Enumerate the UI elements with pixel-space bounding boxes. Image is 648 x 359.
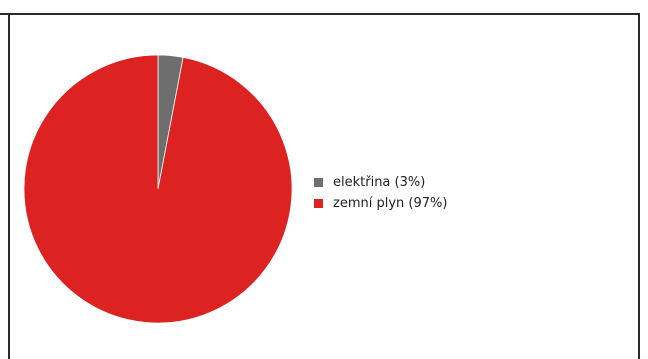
frame-border-left [8,13,10,359]
frame-border-right [638,13,640,359]
legend-swatch-zemni-plyn [314,199,323,208]
legend-item-elektrina: elektřina (3%) [314,172,447,193]
legend-label-elektrina: elektřina (3%) [333,175,426,190]
legend-item-zemni-plyn: zemní plyn (97%) [314,193,447,214]
legend: elektřina (3%) zemní plyn (97%) [314,172,447,214]
frame-border-top [0,13,640,15]
pie-slice-1 [23,54,293,324]
legend-swatch-elektrina [314,178,323,187]
legend-label-zemni-plyn: zemní plyn (97%) [333,196,448,211]
